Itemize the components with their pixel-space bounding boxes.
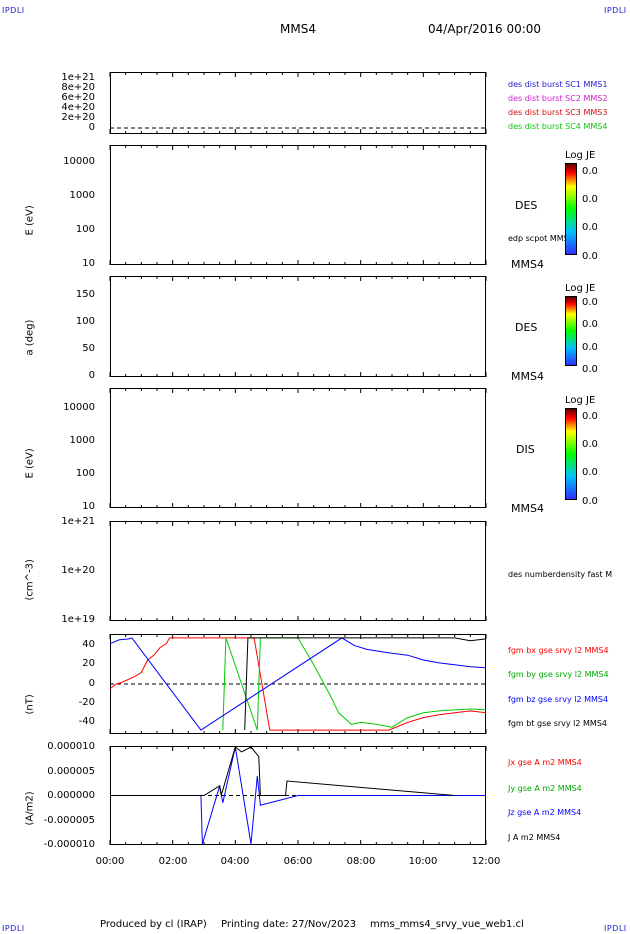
p5-legend: des numberdensity fast M	[508, 570, 613, 579]
corner-logo-bottom-left: IPDLI	[2, 924, 25, 933]
footer-printing: Printing date: 27/Nov/2023	[221, 919, 357, 930]
p5-ytick: 1e+21	[61, 516, 95, 527]
p2-ytick: 10	[82, 258, 95, 269]
p4-cbtick: 0.0	[582, 496, 598, 507]
p4-craft: MMS4	[511, 502, 544, 515]
legend-mms3: des dist burst SC3 MMS3	[508, 108, 608, 117]
series-line	[109, 637, 487, 731]
corner-logo-right: IPDLI	[604, 6, 627, 15]
p4-cbtick: 0.0	[582, 411, 598, 422]
corner-logo-bottom-right: IPDLI	[604, 924, 627, 933]
legend-mms4: des dist burst SC4 MMS4	[508, 122, 608, 131]
p3-label: DES	[515, 321, 538, 334]
p4-colorbar-title: Log JE	[565, 395, 596, 406]
xtick: 04:00	[220, 856, 250, 867]
p4-ytick: 1000	[69, 435, 95, 446]
p3-craft: MMS4	[511, 370, 544, 383]
legend-mms1: des dist burst SC1 MMS1	[508, 80, 608, 89]
p4-ytick: 10000	[63, 402, 95, 413]
p2-colorbar	[565, 163, 577, 255]
footer-file: mms_mms4_srvy_vue_web1.cl	[370, 919, 524, 930]
p4-cbtick: 0.0	[582, 467, 598, 478]
p6-ytick: -20	[78, 697, 95, 708]
panel-burst	[110, 72, 486, 134]
p3-cbtick: 0.0	[582, 342, 598, 353]
p3-colorbar-title: Log JE	[565, 283, 596, 294]
p3-ytick: 0	[88, 370, 95, 381]
p3-cbtick: 0.0	[582, 364, 598, 375]
p2-cbtick: 0.0	[582, 194, 598, 205]
p3-ytick: 50	[82, 343, 95, 354]
series-line	[110, 746, 455, 796]
p6-ytick: 20	[82, 658, 95, 669]
p1-ytick: 1e+21	[61, 72, 95, 83]
legend-jy: Jy gse A m2 MMS4	[508, 784, 582, 793]
xtick: 06:00	[283, 856, 313, 867]
footer-produced: Produced by cl (IRAP)	[100, 919, 207, 930]
p2-ytick: 1000	[69, 190, 95, 201]
xtick: 02:00	[158, 856, 188, 867]
p2-label: DES	[515, 199, 538, 212]
legend-j: J A m2 MMS4	[508, 833, 561, 842]
p7-ytick: -0.000010	[43, 839, 95, 850]
p7-ytick: 0.000010	[47, 741, 95, 752]
panel-dis-energy	[110, 388, 486, 508]
legend-jx: Jx gse A m2 MMS4	[508, 758, 582, 767]
p3-cbtick: 0.0	[582, 297, 598, 308]
p2-colorbar-title: Log JE	[565, 150, 596, 161]
p7-ytick: 0.000005	[47, 766, 95, 777]
xtick: 08:00	[346, 856, 376, 867]
p4-ytick: 10	[82, 501, 95, 512]
p3-ytick: 100	[75, 316, 95, 327]
xtick: 10:00	[408, 856, 438, 867]
series-line	[222, 637, 487, 731]
corner-logo-left: IPDLI	[2, 6, 25, 15]
p2-cbtick: 0.0	[582, 251, 598, 262]
p5-ytick: 1e+20	[61, 565, 95, 576]
p2-ytick: 10000	[63, 156, 95, 167]
p3-ytick: 150	[75, 289, 95, 300]
legend-mms2: des dist burst SC2 MMS2	[508, 94, 608, 103]
spacecraft-title: MMS4	[280, 22, 316, 36]
p6-ytick: 0	[88, 678, 95, 689]
p4-cbtick: 0.0	[582, 439, 598, 450]
p5-ytick: 1e+19	[61, 614, 95, 625]
p6-ytick: 40	[82, 639, 95, 650]
p2-cbtick: 0.0	[582, 222, 598, 233]
p7-ytick: -0.000005	[43, 815, 95, 826]
p7-ytick: 0.000000	[47, 790, 95, 801]
p1-ytick: 8e+20	[61, 82, 95, 93]
p1-ytick: 0	[88, 122, 95, 133]
xtick: 00:00	[95, 856, 125, 867]
xtick: 12:00	[471, 856, 501, 867]
p1-ytick: 2e+20	[61, 112, 95, 123]
p2-ytick: 100	[75, 224, 95, 235]
p3-colorbar	[565, 296, 577, 366]
panel-des-energy	[110, 145, 486, 265]
p2-cbtick: 0.0	[582, 166, 598, 177]
legend-bx: fgm bx gse srvy l2 MMS4	[508, 646, 609, 655]
legend-bz: fgm bz gse srvy l2 MMS4	[508, 695, 609, 704]
p2-craft: MMS4	[511, 258, 544, 271]
series-line	[244, 637, 487, 731]
date-title: 04/Apr/2016 00:00	[428, 22, 542, 36]
legend-jz: Jz gse A m2 MMS4	[508, 808, 582, 817]
p2-sublabel: edp scpot MMS4	[508, 234, 574, 243]
p3-cbtick: 0.0	[582, 319, 598, 330]
p1-ytick: 4e+20	[61, 102, 95, 113]
p4-colorbar	[565, 408, 577, 500]
p4-ytick: 100	[75, 468, 95, 479]
series-line	[109, 637, 487, 731]
legend-bt: fgm bt gse srvy l2 MMS4	[508, 719, 607, 728]
p1-ytick: 6e+20	[61, 92, 95, 103]
p6-ytick: -40	[78, 716, 95, 727]
legend-by: fgm by gse srvy l2 MMS4	[508, 670, 609, 679]
p4-label: DIS	[516, 443, 535, 456]
